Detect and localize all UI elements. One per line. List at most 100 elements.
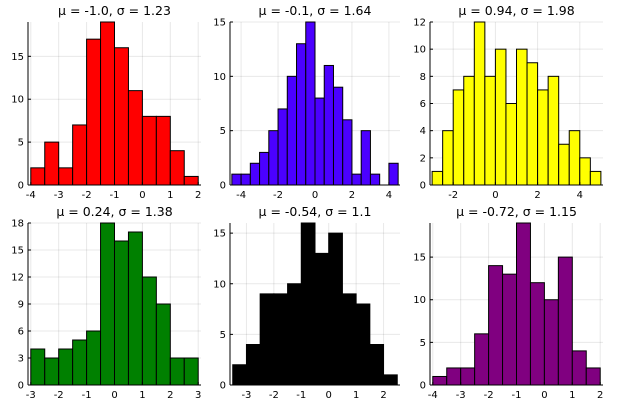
y-tick-label: 15 (413, 253, 426, 264)
histogram-bar (388, 162, 399, 186)
histogram-bar (127, 90, 143, 186)
histogram-bar (585, 367, 601, 386)
histogram-bar (323, 64, 334, 186)
histogram-bar (494, 48, 507, 186)
x-tick-label: -3 (456, 390, 466, 401)
histogram-bar (30, 348, 46, 386)
histogram-bar (314, 97, 325, 186)
x-tick-label: 2 (195, 190, 201, 201)
histogram-bar (141, 276, 157, 386)
histogram-bar (259, 293, 275, 386)
histogram-bar (332, 86, 344, 186)
x-tick-label: 3 (195, 390, 201, 401)
histogram-bar (341, 293, 357, 386)
x-tick-label: 2 (167, 390, 173, 401)
y-tick-label: 12 (413, 18, 426, 29)
x-tick-label: 0 (326, 390, 332, 401)
histogram-bar (529, 282, 545, 386)
histogram-bar (300, 222, 316, 386)
y-tick-label: 0 (420, 181, 426, 192)
x-tick-label: -4 (26, 190, 36, 201)
histogram-bar (360, 130, 371, 186)
x-tick-label: 2 (534, 190, 540, 201)
histogram-bar (431, 170, 444, 186)
histogram-bar (558, 143, 570, 186)
y-tick-label: 15 (213, 18, 226, 29)
histogram-bar (369, 173, 381, 186)
y-tick-label: 0 (18, 181, 24, 192)
x-tick-label: 0 (541, 390, 547, 401)
histogram-bar (155, 303, 171, 386)
histogram-bar (44, 357, 60, 386)
histogram-bar (328, 232, 343, 386)
histogram-bar (86, 330, 102, 386)
histogram-bar (432, 375, 448, 386)
subplot-5: -3 -2 -1 0 1 2 0 5 10 15 μ = -0.54, σ = 1.1 (213, 204, 400, 401)
x-tick-label: -2 (273, 190, 283, 201)
x-tick-label: 1 (139, 390, 145, 401)
histogram-bar (305, 21, 316, 186)
y-tick-label: 10 (413, 295, 426, 306)
histogram-bar (72, 339, 88, 386)
y-tick-label: 3 (18, 354, 24, 365)
y-tick-label: 9 (18, 300, 24, 311)
x-tick-label: -3 (26, 390, 36, 401)
x-tick-label: -1 (82, 390, 92, 401)
x-tick-label: 0 (139, 190, 145, 201)
x-tick-label: 4 (386, 190, 392, 201)
histogram-bar (183, 175, 199, 186)
histogram-bar (141, 115, 157, 186)
x-tick-label: -1 (296, 390, 306, 401)
y-tick-label: 10 (213, 279, 226, 290)
x-tick-label: 0 (111, 390, 117, 401)
histogram-bar (273, 293, 289, 386)
histogram-bar (114, 47, 129, 186)
histogram-bar (86, 38, 102, 186)
histogram-bar (442, 130, 454, 186)
histogram-bar (589, 170, 602, 186)
histogram-bar (463, 75, 475, 186)
histogram-bar (547, 75, 560, 186)
histogram-bar (383, 374, 398, 386)
x-tick-label: -1 (110, 190, 120, 201)
y-tick-label: 15 (11, 52, 24, 63)
histogram-bar (516, 222, 531, 386)
y-tick-label: 0 (220, 381, 226, 392)
x-tick-label: -3 (54, 190, 64, 201)
subplot-title: μ = -0.54, σ = 1.1 (259, 204, 372, 219)
histogram-bar (460, 367, 476, 386)
y-tick-label: 0 (420, 381, 426, 392)
y-tick-label: 6 (420, 99, 426, 110)
histogram-bar (169, 357, 185, 386)
histogram-bar (245, 344, 261, 386)
histogram-bar (579, 157, 591, 186)
histogram-bar (537, 89, 549, 186)
histogram-bar (502, 273, 518, 386)
subplot-title: μ = -0.72, σ = 1.15 (456, 204, 577, 219)
histogram-bar (155, 115, 171, 186)
x-tick-label: 1 (353, 390, 359, 401)
y-tick-label: 10 (413, 45, 426, 56)
x-tick-label: 2 (349, 190, 355, 201)
subplot-title: μ = -1.0, σ = 1.23 (58, 3, 171, 18)
histogram-bar (342, 119, 353, 186)
y-tick-label: 2 (420, 153, 426, 164)
subplot-3: -2 0 2 4 0 2 4 6 8 10 12 μ = 0.94, σ = 1.98 (413, 3, 603, 201)
y-tick-label: 5 (18, 138, 24, 149)
histogram-bar (516, 48, 528, 186)
y-tick-label: 15 (213, 229, 226, 240)
x-tick-label: -4 (236, 190, 246, 201)
histogram-bar (169, 150, 185, 186)
histogram-bar (100, 222, 115, 386)
y-tick-label: 5 (220, 126, 226, 137)
histogram-bar (484, 75, 496, 186)
x-tick-label: 0 (492, 190, 498, 201)
x-tick-label: 2 (597, 390, 603, 401)
histogram-bar (488, 265, 504, 386)
histogram-bar (568, 130, 581, 186)
subplot-title: μ = -0.1, σ = 1.64 (259, 3, 372, 18)
histogram-bar (452, 89, 465, 186)
subplot-6: -4 -3 -2 -1 0 1 2 0 5 10 15 μ = -0.72, σ = 1.15 (413, 204, 603, 401)
histogram-bar (114, 240, 129, 386)
histogram-bar (232, 364, 247, 386)
